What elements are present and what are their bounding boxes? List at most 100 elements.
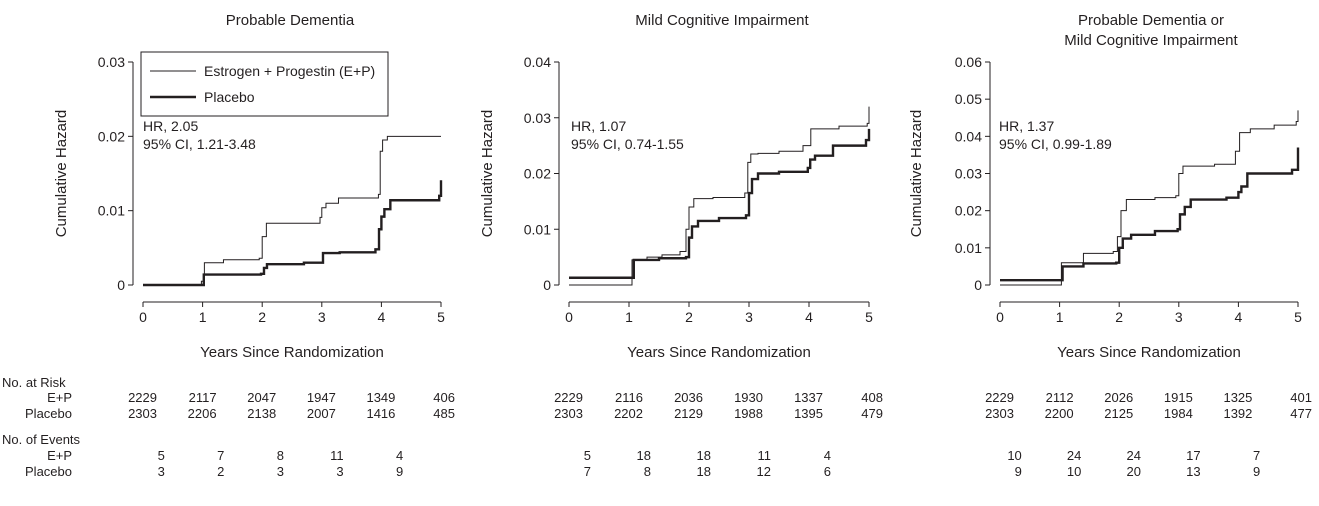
y-tick-label: 0.02 [524, 166, 551, 182]
y-tick-label: 0.04 [955, 128, 982, 144]
at-risk-value: 1325 [1223, 390, 1252, 405]
at-risk-value: 2303 [128, 406, 157, 421]
event-count-value: 24 [1127, 448, 1141, 463]
event-count-value: 2 [217, 464, 224, 479]
x-tick-label: 0 [996, 309, 1004, 325]
event-count-value: 8 [644, 464, 651, 479]
x-axis-label: Years Since Randomization [200, 344, 384, 361]
event-count-value: 11 [330, 448, 344, 463]
x-tick-label: 3 [318, 309, 326, 325]
at-risk-value: 2229 [554, 390, 583, 405]
hr-annotation: HR, 2.05 [143, 118, 198, 134]
at-risk-value: 2303 [985, 406, 1014, 421]
y-tick-label: 0.03 [98, 54, 125, 70]
at-risk-value: 2112 [1046, 390, 1074, 405]
chart-title: Mild Cognitive Impairment [1064, 32, 1238, 49]
event-count-value: 8 [277, 448, 284, 463]
y-axis-label: Cumulative Hazard [908, 110, 925, 238]
at-risk-value: 1930 [734, 390, 763, 405]
event-count-value: 3 [158, 464, 165, 479]
event-count-value: 9 [1253, 464, 1260, 479]
x-tick-label: 1 [1056, 309, 1064, 325]
hr-annotation: 95% CI, 0.74-1.55 [571, 136, 684, 152]
risk-row-label: E+P [47, 390, 72, 405]
at-risk-value: 401 [1290, 390, 1312, 405]
event-count-value: 17 [1186, 448, 1200, 463]
hr-annotation: HR, 1.07 [571, 118, 626, 134]
events-row-label: E+P [47, 448, 72, 463]
event-count-value: 9 [1015, 464, 1022, 479]
y-tick-label: 0.05 [955, 91, 982, 107]
event-count-value: 4 [824, 448, 831, 463]
at-risk-value: 1349 [366, 390, 395, 405]
event-count-value: 7 [584, 464, 591, 479]
hr-annotation: 95% CI, 0.99-1.89 [999, 136, 1112, 152]
at-risk-value: 2138 [247, 406, 276, 421]
event-count-value: 11 [758, 448, 772, 463]
x-tick-label: 2 [1115, 309, 1123, 325]
legend-label: Estrogen + Progestin (E+P) [204, 63, 375, 79]
events-header: No. of Events [2, 432, 81, 447]
x-tick-label: 1 [199, 309, 207, 325]
at-risk-value: 2117 [189, 390, 217, 405]
event-count-value: 12 [757, 464, 771, 479]
event-count-value: 10 [1067, 464, 1081, 479]
x-tick-label: 5 [437, 309, 445, 325]
at-risk-value: 2026 [1104, 390, 1133, 405]
series-line-ep [1000, 110, 1299, 286]
x-tick-label: 0 [139, 309, 147, 325]
y-tick-label: 0 [117, 277, 125, 293]
y-axis-label: Cumulative Hazard [479, 110, 496, 238]
x-tick-label: 4 [378, 309, 386, 325]
y-tick-label: 0.06 [955, 54, 982, 70]
event-count-value: 18 [697, 464, 711, 479]
x-tick-label: 2 [258, 309, 266, 325]
at-risk-value: 408 [861, 390, 883, 405]
x-tick-label: 5 [1294, 309, 1302, 325]
event-count-value: 5 [584, 448, 591, 463]
series-line-placebo [569, 128, 871, 279]
event-count-value: 18 [697, 448, 711, 463]
y-tick-label: 0.01 [98, 203, 125, 219]
at-risk-value: 2202 [614, 406, 643, 421]
event-count-value: 3 [277, 464, 284, 479]
x-axis-label: Years Since Randomization [1057, 344, 1241, 361]
at-risk-value: 1988 [734, 406, 763, 421]
series-line-ep [143, 135, 441, 286]
at-risk-value: 2125 [1104, 406, 1133, 421]
at-risk-value: 2229 [128, 390, 157, 405]
event-count-value: 13 [1186, 464, 1200, 479]
series-line-ep [569, 106, 870, 286]
event-count-value: 4 [396, 448, 403, 463]
event-count-value: 7 [1253, 448, 1260, 463]
chart-title: Mild Cognitive Impairment [635, 12, 809, 29]
at-risk-value: 1395 [794, 406, 823, 421]
y-axis-label: Cumulative Hazard [53, 110, 70, 238]
at-risk-value: 485 [433, 406, 455, 421]
at-risk-value: 1337 [794, 390, 823, 405]
hr-annotation: 95% CI, 1.21-3.48 [143, 136, 256, 152]
y-tick-label: 0.04 [524, 54, 551, 70]
at-risk-value: 2129 [674, 406, 703, 421]
event-count-value: 6 [824, 464, 831, 479]
x-tick-label: 5 [865, 309, 873, 325]
y-tick-label: 0.01 [955, 240, 982, 256]
event-count-value: 24 [1067, 448, 1081, 463]
event-count-value: 3 [336, 464, 343, 479]
at-risk-header: No. at Risk [2, 375, 66, 390]
event-count-value: 7 [217, 448, 224, 463]
x-tick-label: 1 [625, 309, 633, 325]
at-risk-value: 2116 [615, 390, 643, 405]
at-risk-value: 1392 [1223, 406, 1252, 421]
legend-label: Placebo [204, 89, 255, 105]
x-tick-label: 3 [745, 309, 753, 325]
at-risk-value: 479 [861, 406, 883, 421]
at-risk-value: 2229 [985, 390, 1014, 405]
chart-title: Probable Dementia [226, 12, 355, 29]
at-risk-value: 2206 [188, 406, 217, 421]
y-tick-label: 0.02 [955, 203, 982, 219]
event-count-value: 18 [637, 448, 651, 463]
y-tick-label: 0 [974, 277, 982, 293]
event-count-value: 20 [1127, 464, 1141, 479]
